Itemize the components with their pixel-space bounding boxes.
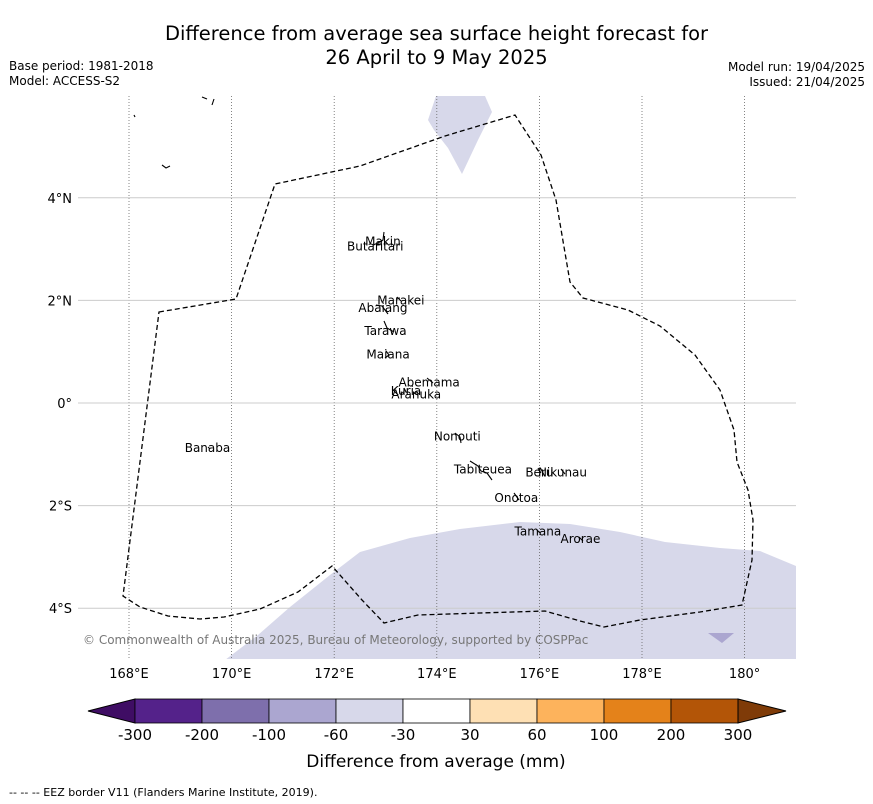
lat-tick-label: 4°N: [48, 192, 73, 207]
colorbar-segment: [603, 698, 672, 724]
island-shape: [161, 164, 171, 169]
colorbar-tick-label: -60: [324, 726, 349, 744]
colorbar-tick-label: 300: [724, 726, 753, 744]
island-label: Maiana: [366, 347, 409, 361]
island-label: Makin: [365, 234, 401, 248]
model-run: Model run: 19/04/2025: [727, 60, 865, 74]
colorbar-segment: [335, 698, 404, 724]
island-shape: [375, 304, 389, 315]
island-shape: [201, 96, 208, 100]
island-shape: [454, 432, 462, 444]
colorbar: [87, 698, 787, 724]
island-label: Arorae: [560, 532, 600, 546]
island-shape: [536, 529, 541, 534]
anomaly-region-spot: [708, 633, 734, 643]
island-shape: [469, 460, 493, 481]
title-line-2: 26 April to 9 May 2025: [325, 46, 548, 69]
lat-tick-label: 4°S: [49, 602, 72, 617]
colorbar-segment: [469, 698, 538, 724]
island-shape: [560, 468, 566, 475]
eez-border: [122, 114, 754, 628]
issued-date: Issued: 21/04/2025: [749, 75, 865, 89]
eez-footnote: -- -- -- EEZ border V11 (Flanders Marine…: [9, 786, 318, 799]
colorbar-segment: [536, 698, 605, 724]
island-label: Nonouti: [434, 429, 481, 443]
island-shape: [537, 467, 542, 474]
axis-labels: 168°E 170°E 172°E 174°E 176°E 178°E 180° 4°N 2°N…: [48, 192, 761, 682]
colorbar-tick-label: 100: [590, 726, 619, 744]
colorbar-extend-high: [737, 698, 787, 724]
copyright-notice: © Commonwealth of Australia 2025, Bureau…: [83, 633, 588, 647]
colorbar-tick-label: 200: [657, 726, 686, 744]
island-shape: [372, 231, 385, 246]
island-label: Butaritari: [347, 240, 404, 254]
island-shape: [578, 536, 584, 542]
island-label: Kuria: [391, 384, 422, 398]
island-label: Tabiteuea: [453, 463, 512, 477]
lat-tick-label: 2°S: [49, 500, 72, 515]
colorbar-tick-label: -300: [118, 726, 152, 744]
lon-tick-label: 176°E: [520, 667, 560, 682]
lon-tick-label: 168°E: [109, 667, 149, 682]
island-label: Aranuka: [391, 387, 441, 401]
island-label: Marakei: [377, 293, 424, 307]
colorbar-tick-label: 30: [460, 726, 479, 744]
colorbar-tick-label: -100: [252, 726, 286, 744]
model-name: Model: ACCESS-S2: [9, 74, 121, 88]
island-label: Onotoa: [494, 491, 538, 505]
island-label: Abaiang: [358, 301, 407, 315]
lon-tick-label: 178°E: [622, 667, 662, 682]
colorbar-ticks: -300 -200 -100 -60 -30 30 60 100 200 300: [118, 726, 752, 744]
island-label: Beru: [525, 465, 553, 479]
island-label: Nikunau: [538, 465, 587, 479]
colorbar-segment: [402, 698, 471, 724]
anomaly-shading: [226, 96, 796, 659]
meta-right: Model run: 19/04/2025 Issued: 21/04/2025: [728, 60, 865, 90]
island-shape: [403, 387, 407, 393]
colorbar-segment: [201, 698, 270, 724]
colorbar-segment: [670, 698, 739, 724]
island-outlines: [133, 96, 584, 542]
lon-tick-label: 180°: [729, 667, 760, 682]
island-label: Tarawa: [363, 324, 406, 338]
title-line-1: Difference from average sea surface heig…: [164, 22, 709, 45]
graticule: [78, 96, 796, 659]
meta-left: Base period: 1981-2018 Model: ACCESS-S2: [9, 59, 154, 89]
lon-tick-label: 170°E: [212, 667, 252, 682]
island-shape: [133, 114, 136, 118]
lat-tick-label: 2°N: [48, 294, 73, 309]
island-label: Tamana: [514, 524, 562, 538]
island-shape: [513, 492, 520, 501]
island-shape: [207, 446, 211, 450]
island-shape: [426, 377, 434, 384]
base-period: Base period: 1981-2018: [9, 59, 154, 73]
lat-tick-label: 0°: [57, 397, 72, 412]
colorbar-tick-label: 60: [527, 726, 546, 744]
island-shape: [413, 392, 419, 396]
anomaly-region-north: [428, 96, 492, 174]
island-label: Banaba: [185, 441, 231, 455]
island-shape: [383, 320, 395, 333]
colorbar-extend-low: [87, 698, 136, 724]
lon-tick-label: 174°E: [417, 667, 457, 682]
colorbar-label: Difference from average (mm): [306, 752, 565, 772]
island-shape: [396, 296, 402, 302]
lon-tick-label: 172°E: [314, 667, 354, 682]
island-shape: [384, 350, 390, 359]
colorbar-tick-label: -200: [185, 726, 219, 744]
colorbar-segment: [268, 698, 337, 724]
anomaly-region-south: [226, 522, 796, 659]
island-label: Abemama: [398, 375, 459, 389]
colorbar-segment: [134, 698, 203, 724]
colorbar-tick-label: -30: [391, 726, 416, 744]
map-title: Difference from average sea surface heig…: [0, 22, 873, 70]
island-shape: [211, 98, 215, 106]
